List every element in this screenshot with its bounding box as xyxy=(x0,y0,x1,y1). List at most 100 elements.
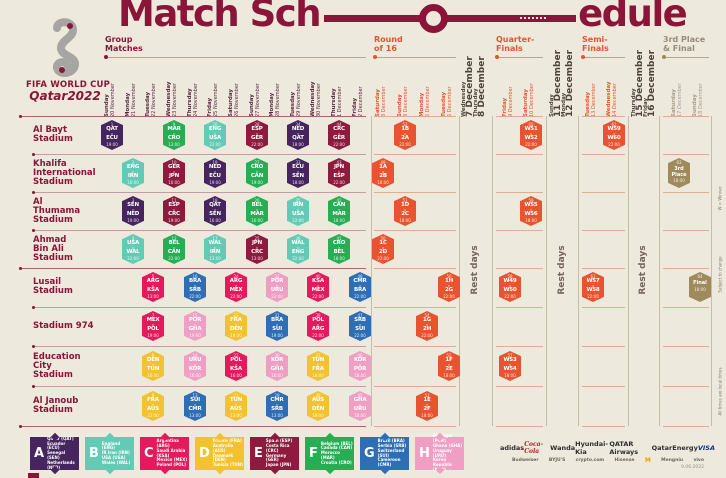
sponsor-logo-m: M xyxy=(644,457,651,464)
row-separator xyxy=(33,307,366,308)
knockout-row-line xyxy=(663,154,709,155)
section-header: Semi- Finals xyxy=(582,35,609,53)
match-badge: 60 W51 v W52 22:00 xyxy=(520,120,542,150)
section-dot xyxy=(581,55,585,59)
date-label: Wednesday 23 November xyxy=(166,81,178,117)
fifa-qatar-2022-logo: FIFA WORLD CUP Qatar2022 xyxy=(26,18,111,103)
row-separator xyxy=(20,116,366,117)
section-header: Quarter- Finals xyxy=(496,35,535,53)
stadium-label: Al Janoub Stadium xyxy=(33,396,79,415)
group-teams: England (ENG) IR Iran (IRN) USA (USA) Wa… xyxy=(101,440,131,465)
fifa-wordmark: FIFA WORLD CUP xyxy=(26,80,111,90)
row-separator-dot xyxy=(32,229,35,232)
knockout-row-line xyxy=(663,307,709,308)
match-badge: 53 1E v 2F 18:00 xyxy=(416,391,438,421)
stadium-label: Lusail Stadium xyxy=(33,277,73,296)
knockout-row-line xyxy=(374,192,456,193)
legend-group-c: C Argentina (ARG) Saudi Arabia (KSA) Mexi… xyxy=(140,437,189,470)
ring-icon xyxy=(419,4,449,33)
match-badge: 39 POL v ARG 22:00 xyxy=(307,311,329,341)
sponsor-logo-adidas: adidas xyxy=(500,444,525,452)
stadium-label: Al Thumama Stadium xyxy=(33,196,81,225)
match-badge: 31 BRA v SUI 19:00 xyxy=(266,311,288,341)
date-label: Saturday 3 December xyxy=(375,86,387,117)
column-divider xyxy=(659,116,660,426)
knockout-row-line xyxy=(663,230,709,231)
knockout-row-line xyxy=(374,268,456,269)
match-badge: 40 KSA v MEX 22:00 xyxy=(307,272,329,302)
date-label: Friday 2 December xyxy=(352,86,364,117)
row-separator-dot xyxy=(19,115,22,118)
group-teams: Brazil (BRA) Serbia (SRB) Switzerland (S… xyxy=(377,438,407,468)
title-part2: edule xyxy=(578,0,688,35)
match-badge: 44 CRC v GER 22:00 xyxy=(328,120,350,150)
date-label: Tuesday 6 December xyxy=(441,86,453,117)
date-label: Sunday 4 December xyxy=(397,86,409,117)
match-badge: 36 WAL v ENG 22:00 xyxy=(287,234,309,264)
knockout-row-line xyxy=(374,386,456,387)
section-underline xyxy=(105,57,366,58)
row-separator xyxy=(33,230,366,231)
sponsor-logo-hisense: Hisense xyxy=(614,458,635,463)
stadium-label: Stadium 974 xyxy=(33,320,94,331)
sponsor-logo-coca-cola: Coca-Cola xyxy=(524,441,543,455)
match-badge: 5 ARG v KSA 13:00 xyxy=(142,272,164,302)
side-note: Subject to change xyxy=(717,256,723,293)
knockout-row-line xyxy=(374,307,456,308)
group-letter: A xyxy=(34,446,45,461)
knockout-row-line xyxy=(496,230,543,231)
knockout-row-line xyxy=(496,307,543,308)
knockout-row-line xyxy=(663,426,709,427)
section-header: Round of 16 xyxy=(374,35,403,53)
sponsor-logo-byju-s: BYJU'S xyxy=(548,458,566,463)
rest-days-label: Rest days xyxy=(638,245,648,295)
date-label: Thursday 24 November xyxy=(187,83,199,117)
qatar2022-wordmark: Qatar2022 xyxy=(29,89,101,103)
row-separator-dot xyxy=(32,153,35,156)
knockout-row-line xyxy=(663,116,709,117)
group-teams: Belgium (BEL) Canada (CAN) Morocco (MAR)… xyxy=(320,440,353,465)
dashes-decoration xyxy=(520,17,547,19)
knockout-row-line xyxy=(374,346,456,347)
section-underline xyxy=(582,57,625,58)
match-badge: 2 ENG v IRN 16:00 xyxy=(122,158,144,188)
date-label: Sunday 18 December xyxy=(692,83,704,117)
knockout-row-line xyxy=(582,346,625,347)
match-badge: 63 3rd Place 18:00 xyxy=(668,158,690,188)
date-label: Wednesday 14 December xyxy=(606,81,618,117)
match-badge: 34 NED v QAT 18:00 xyxy=(287,120,309,150)
date-label: Saturday 10 December xyxy=(523,83,535,117)
match-badge: 51 1D v 2C 18:00 xyxy=(394,196,416,226)
fifa-qatar-2022-emblem xyxy=(52,18,80,77)
knockout-row-line xyxy=(663,346,709,347)
column-divider xyxy=(459,116,460,426)
row-separator xyxy=(33,192,366,193)
row-separator xyxy=(20,426,366,427)
knockout-row-line xyxy=(496,116,543,117)
match-badge: 32 POR v URU 22:00 xyxy=(266,272,288,302)
date-label: Friday 9 December xyxy=(502,86,514,117)
knockout-row-line xyxy=(374,116,456,117)
group-teams: France (FRA) Australia (AUS) Denmark (DE… xyxy=(212,438,243,468)
column-divider xyxy=(578,116,579,426)
match-badge: 9 MAR v CRO 13:00 xyxy=(163,120,185,150)
match-badge: 47 SRB v SUI 22:00 xyxy=(349,311,371,341)
match-badge: 30 KOR v GHA 16:00 xyxy=(266,351,288,381)
stadium-label: Education City Stadium xyxy=(33,351,81,380)
date-label: Monday 5 December xyxy=(419,86,431,117)
section-header: Group Matches xyxy=(105,35,143,53)
match-badge: 52 1B v 2A 22:00 xyxy=(394,120,416,150)
knockout-row-line xyxy=(663,268,709,269)
knockout-row-line xyxy=(496,268,543,269)
match-badge: 12 BEL v CAN 22:00 xyxy=(163,234,185,264)
date-label: Wednesday 30 November xyxy=(310,81,322,117)
match-badge: 29 CMR v SRB 13:00 xyxy=(266,391,288,421)
match-badge: 57 W53 v W54 18:00 xyxy=(499,351,521,381)
match-badge: 11 ESP v CRC 19:00 xyxy=(163,196,185,226)
knockout-row-line xyxy=(663,192,709,193)
match-badge: 59 W55 v W56 18:00 xyxy=(520,196,542,226)
match-badge: 21 TUN v AUS 13:00 xyxy=(225,391,247,421)
knockout-row-line xyxy=(663,386,709,387)
match-badge: 22 POL v KSA 16:00 xyxy=(225,351,247,381)
